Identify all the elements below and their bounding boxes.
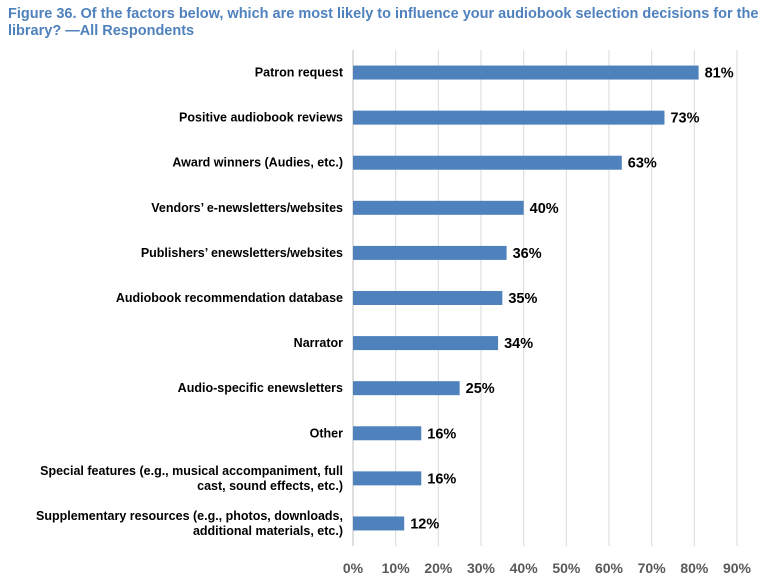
category-label: Audio-specific enewsletters bbox=[178, 381, 343, 395]
category-label: Special features (e.g., musical accompan… bbox=[40, 464, 343, 493]
category-label: Supplementary resources (e.g., photos, d… bbox=[36, 509, 343, 538]
data-label: 12% bbox=[410, 516, 439, 532]
data-label: 40% bbox=[530, 201, 559, 217]
x-tick-label: 30% bbox=[467, 560, 496, 576]
x-tick-label: 40% bbox=[510, 560, 539, 576]
bar bbox=[353, 200, 524, 215]
category-labels: Patron request Positive audiobook reviews… bbox=[36, 66, 344, 538]
x-tick-label: 90% bbox=[723, 560, 752, 576]
x-tick-label: 50% bbox=[552, 560, 581, 576]
category-label: Audiobook recommendation database bbox=[116, 291, 343, 305]
data-label: 81% bbox=[705, 66, 734, 82]
data-label: 73% bbox=[670, 111, 699, 127]
bar bbox=[353, 245, 507, 260]
bar bbox=[353, 155, 622, 170]
x-tick-label: 60% bbox=[595, 560, 624, 576]
data-label: 16% bbox=[427, 471, 456, 487]
category-label: Other bbox=[310, 426, 343, 440]
x-axis-tick-labels: 0% 10% 20% 30% 40% 50% 60% 70% 80% 90% bbox=[343, 560, 752, 576]
x-tick-label: 70% bbox=[638, 560, 667, 576]
bars bbox=[353, 65, 699, 531]
x-tick-label: 20% bbox=[424, 560, 453, 576]
bar bbox=[353, 471, 422, 486]
value-labels: 81% 73% 63% 40% 36% 35% 34% 25% 16% 16% 12% bbox=[410, 66, 734, 533]
category-label: Narrator bbox=[294, 336, 343, 350]
chart-title: Figure 36. Of the factors below, which a… bbox=[8, 6, 759, 39]
data-label: 25% bbox=[466, 381, 495, 397]
data-label: 34% bbox=[504, 336, 533, 352]
bar bbox=[353, 291, 503, 305]
bar bbox=[353, 110, 665, 125]
bar bbox=[353, 381, 460, 396]
category-label: Positive audiobook reviews bbox=[179, 111, 343, 125]
data-label: 35% bbox=[508, 291, 537, 307]
category-label: Vendors’ e-newsletters/websites bbox=[151, 201, 343, 215]
x-tick-label: 80% bbox=[680, 560, 709, 576]
bar bbox=[353, 336, 499, 351]
bar bbox=[353, 516, 405, 531]
bar bbox=[353, 426, 422, 441]
data-label: 36% bbox=[513, 246, 542, 262]
data-label: 63% bbox=[628, 156, 657, 172]
x-tick-label: 10% bbox=[382, 560, 411, 576]
x-tick-label: 0% bbox=[343, 560, 364, 576]
data-label: 16% bbox=[427, 426, 456, 442]
gridlines bbox=[352, 50, 738, 546]
category-label: Patron request bbox=[255, 66, 344, 80]
bar bbox=[353, 65, 699, 80]
category-label: Publishers’ enewsletters/websites bbox=[141, 246, 343, 260]
category-label: Award winners (Audies, etc.) bbox=[172, 156, 343, 170]
